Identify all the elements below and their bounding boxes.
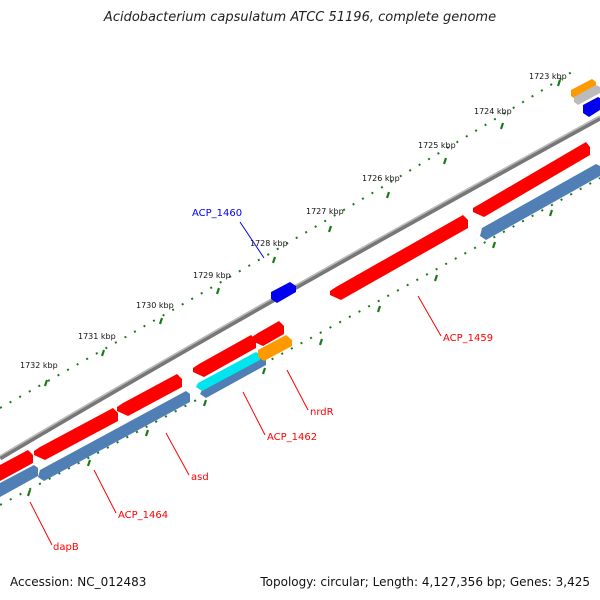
track-steel-2[interactable]: [200, 357, 266, 398]
scale-label: 1729 kbp: [193, 271, 231, 280]
gene-nrdr-red[interactable]: [252, 321, 284, 346]
track-steel-4[interactable]: [0, 465, 38, 497]
reverse-genes-red: [0, 142, 590, 481]
gene-label-acp1459: ACP_1459: [443, 333, 493, 344]
callout-lines: [29, 221, 442, 546]
gene-label-asd: asd: [191, 472, 209, 483]
gene-right-edge-orange[interactable]: [571, 79, 596, 99]
scale-label: 1727 kbp: [306, 207, 344, 216]
track-steel-3[interactable]: [38, 391, 190, 481]
gene-dapb-red[interactable]: [0, 450, 33, 481]
rna-track: [0, 164, 600, 497]
gene-acp1459[interactable]: [330, 215, 468, 300]
scale-label: 1726 kbp: [362, 174, 400, 183]
outer-major-ticks: [43, 79, 562, 387]
scale-label: 1725 kbp: [418, 141, 456, 150]
gene-acp1462-red[interactable]: [193, 335, 256, 377]
gene-label-acp1462: ACP_1462: [267, 432, 317, 443]
gene-label-nrdr: nrdR: [310, 407, 334, 418]
gene-red-1[interactable]: [473, 142, 590, 217]
gene-right-edge-blue[interactable]: [583, 97, 600, 117]
accession-text: Accession: NC_012483: [10, 575, 147, 589]
gene-label-acp1464: ACP_1464: [118, 510, 168, 521]
scale-label: 1730 kbp: [136, 301, 174, 310]
track-orange[interactable]: [258, 335, 292, 361]
gene-asd-red[interactable]: [117, 374, 182, 416]
track-cyan[interactable]: [196, 352, 260, 391]
inner-major-ticks: [26, 209, 554, 497]
scale-label: 1731 kbp: [78, 332, 116, 341]
gene-label-acp1460: ACP_1460: [192, 208, 242, 219]
genome-backbone: [0, 115, 600, 461]
scale-label: 1723 kbp: [529, 72, 567, 81]
map-title: Acidobacterium capsulatum ATCC 51196, co…: [103, 10, 497, 25]
gene-label-dapb: dapB: [53, 542, 79, 553]
scale-label: 1732 kbp: [20, 361, 58, 370]
track-steel-1[interactable]: [480, 164, 600, 240]
genome-stats-text: Topology: circular; Length: 4,127,356 bp…: [260, 575, 590, 589]
forward-genes: [271, 79, 600, 303]
gene-right-edge-grey[interactable]: [574, 85, 600, 105]
scale-label: 1728 kbp: [250, 239, 288, 248]
gene-acp1460[interactable]: [271, 282, 296, 303]
gene-acp1464-red[interactable]: [34, 408, 118, 460]
scale-label: 1724 kbp: [474, 107, 512, 116]
